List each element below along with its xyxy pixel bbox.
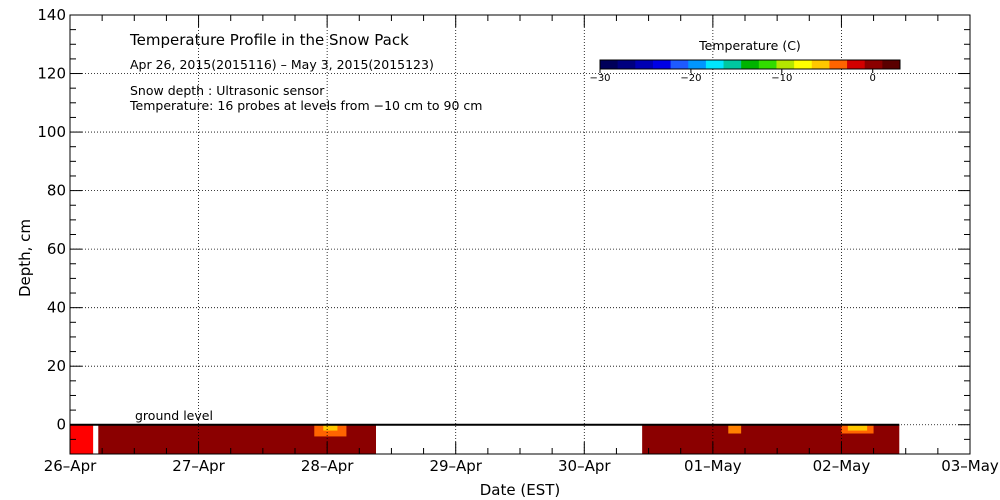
x-tick-label: 29–Apr <box>429 457 482 475</box>
colorbar-tick-label: −10 <box>771 73 792 84</box>
ground-level-annotation: ground level <box>135 408 213 423</box>
colorbar-tick-label: 0 <box>870 73 876 84</box>
y-tick-label: 40 <box>47 299 66 317</box>
chart-title: Temperature Profile in the Snow Pack <box>129 31 409 49</box>
colorbar-swatch <box>600 60 619 69</box>
colorbar: Temperature (C) −30 −20 −10 0 <box>589 38 901 84</box>
heatmap-patch <box>93 424 99 454</box>
colorbar-swatch <box>811 60 830 69</box>
x-tick-label: 03–May <box>941 457 999 475</box>
axis-layer: 0 20 40 60 80 100 120 140 26–Apr 27–Apr 28–Apr 29–A… <box>37 6 999 475</box>
colorbar-swatch <box>847 60 866 69</box>
colorbar-swatch <box>882 60 901 69</box>
colorbar-swatch <box>670 60 689 69</box>
colorbar-swatch <box>758 60 777 69</box>
colorbar-tick-label: −30 <box>589 73 610 84</box>
colorbar-swatch <box>829 60 848 69</box>
y-tick-label: 100 <box>37 123 66 141</box>
colorbar-swatch <box>741 60 760 69</box>
colorbar-swatch <box>688 60 707 69</box>
x-tick-label: 27–Apr <box>172 457 225 475</box>
colorbar-swatch <box>705 60 725 69</box>
colorbar-swatch <box>864 60 883 69</box>
colorbar-frame <box>599 59 901 70</box>
x-tick-label: 01–May <box>684 457 742 475</box>
colorbar-swatch <box>723 60 742 69</box>
heatmap-patch <box>323 424 338 431</box>
colorbar-swatch <box>794 60 813 69</box>
colorbar-title: Temperature (C) <box>698 38 801 53</box>
x-tick-label: 28–Apr <box>301 457 354 475</box>
x-axis-title: Date (EST) <box>480 481 561 499</box>
heatmap-patch <box>728 424 742 434</box>
colorbar-swatch <box>617 60 636 69</box>
heatmap-layer <box>70 424 900 454</box>
y-tick-label: 60 <box>47 240 66 258</box>
colorbar-swatch <box>652 60 672 69</box>
y-tick-label: 120 <box>37 65 66 83</box>
x-tick-label: 30–Apr <box>558 457 611 475</box>
y-tick-label: 20 <box>47 357 66 375</box>
chart-subtitle: Apr 26, 2015(2015116) – May 3, 2015(2015… <box>130 57 434 72</box>
y-tick-label: 140 <box>37 6 66 24</box>
y-tick-label: 0 <box>56 416 66 434</box>
colorbar-swatch <box>635 60 654 69</box>
heatmap-patch <box>847 424 868 431</box>
colorbar-tick-label: −20 <box>680 73 701 84</box>
colorbar-swatch <box>776 60 795 69</box>
y-axis-title: Depth, cm <box>16 219 34 297</box>
note-temperature: Temperature: 16 probes at levels from −1… <box>129 98 482 113</box>
x-tick-label: 26–Apr <box>44 457 97 475</box>
note-snow-depth: Snow depth : Ultrasonic sensor <box>130 83 325 98</box>
y-tick-label: 80 <box>47 182 66 200</box>
x-tick-label: 02–May <box>813 457 871 475</box>
